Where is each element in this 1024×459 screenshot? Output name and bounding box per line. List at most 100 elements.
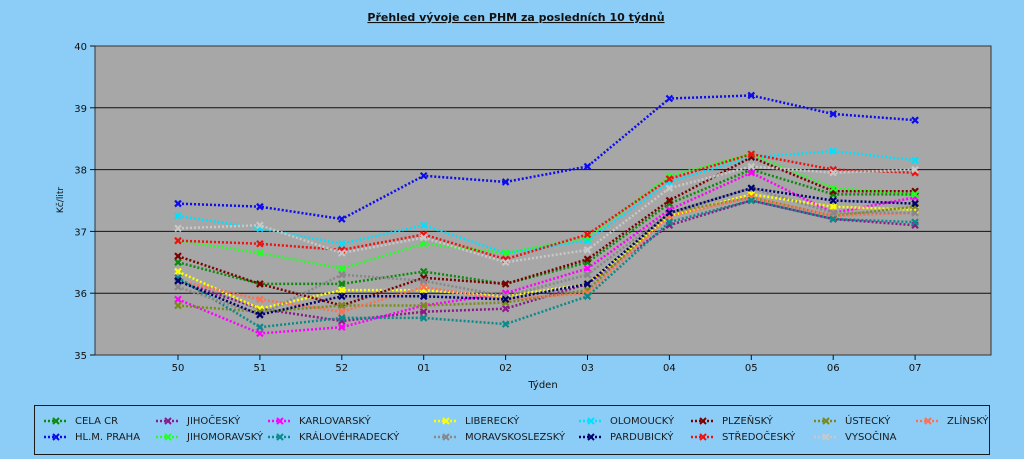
data-point [501,320,510,328]
data-point [747,168,756,177]
data-point [256,221,264,229]
legend-item: LIBERECKÝ [433,413,519,429]
legend-item: HL.M. PRAHA [43,429,140,445]
y-tick-label: 36 [74,289,87,300]
series-10 [174,196,919,331]
x-tick-label: 01 [417,363,430,374]
data-point [747,162,756,171]
legend-label: ÚSTECKÝ [845,415,891,427]
y-tick-label: 35 [74,351,87,362]
data-point [174,267,182,276]
x-tick-label: 07 [909,363,922,374]
legend-swatch [579,417,603,425]
legend-item: MORAVSKOSLEZSKÝ [433,429,565,445]
data-point [338,307,346,316]
data-point [583,264,592,273]
data-point [338,270,346,279]
data-point [583,246,592,254]
x-tick-label: 03 [581,363,594,374]
data-point [829,147,837,155]
line-chart: 35 36 37 38 39 40 50 51 52 01 02 03 04 05 06 07 Přehled… [55,11,992,391]
data-point [256,239,264,248]
legend-item: CELA CR [43,413,118,429]
legend-swatch [156,417,180,425]
legend-item: JIHOČESKÝ [155,413,240,429]
data-point [419,283,428,291]
legend-item: ÚSTECKÝ [813,413,890,429]
data-point [338,314,346,322]
legend-label: PARDUBICKÝ [610,431,674,443]
series-14 [174,162,919,267]
x-tick-label: 04 [663,363,676,374]
data-point [419,292,428,301]
data-point [419,277,428,285]
legend-swatch [434,417,458,425]
data-point [256,329,264,338]
series-line [177,171,916,335]
x-axis-label: Týden [527,379,557,391]
x-tick-label: 51 [254,363,267,374]
legend-swatch [44,433,68,441]
data-point [419,267,428,276]
y-tick-label: 37 [74,227,87,238]
series-8 [174,91,919,223]
data-point [419,233,428,242]
data-point [174,199,182,208]
data-point [747,91,756,100]
data-point [501,249,510,257]
series-line [177,199,916,329]
data-point [174,212,182,220]
legend-swatch [44,417,68,425]
data-point [911,218,919,226]
data-point [256,323,264,331]
legend-item: PARDUBICKÝ [578,429,673,445]
data-point [501,304,510,313]
legend-label: VYSOČINA [845,431,897,443]
data-point [747,196,756,205]
series-line [177,149,916,255]
data-point [583,162,592,171]
x-tick-label: 05 [745,363,758,374]
series-line [177,168,916,286]
data-point [256,249,264,257]
legend-label: PLZEŇSKÝ [722,415,773,427]
data-point [665,175,674,183]
data-point [911,209,919,217]
data-point [338,292,346,301]
data-point [419,239,428,248]
data-point [338,215,346,223]
data-point [583,270,592,279]
legend-label: CELA CR [75,415,119,427]
legend-swatch [268,417,292,425]
data-point [583,230,592,239]
legend-label: ZLÍNSKÝ [947,415,989,427]
legend-label: JIHOMORAVSKÝ [187,431,264,443]
data-point [829,184,837,192]
data-point [911,190,919,199]
data-point [338,323,346,331]
series-line [177,94,916,221]
data-point [829,196,837,205]
data-point [419,301,428,310]
legend-label: HL.M. PRAHA [75,431,141,443]
y-tick-label: 40 [74,42,87,53]
series-12 [174,184,919,319]
data-point [174,277,182,285]
data-point [501,178,510,186]
legend-item: ZLÍNSKÝ [915,413,989,429]
data-point [338,280,346,288]
data-point [829,110,837,118]
data-point [174,301,182,310]
legend-label: STŘEDOČESKÝ [722,431,796,443]
legend: CELA CR JIHOČESKÝ KARLOVARSKÝ LIBERECKÝ OLOM… [34,405,990,455]
series-line [177,193,916,310]
series-line [177,152,916,261]
series-line [177,186,916,317]
data-point [747,184,756,192]
legend-swatch [156,433,180,441]
x-tick-label: 06 [827,363,840,374]
legend-swatch [434,433,458,441]
legend-swatch [814,433,838,441]
data-point [174,252,182,260]
data-point [419,307,428,316]
